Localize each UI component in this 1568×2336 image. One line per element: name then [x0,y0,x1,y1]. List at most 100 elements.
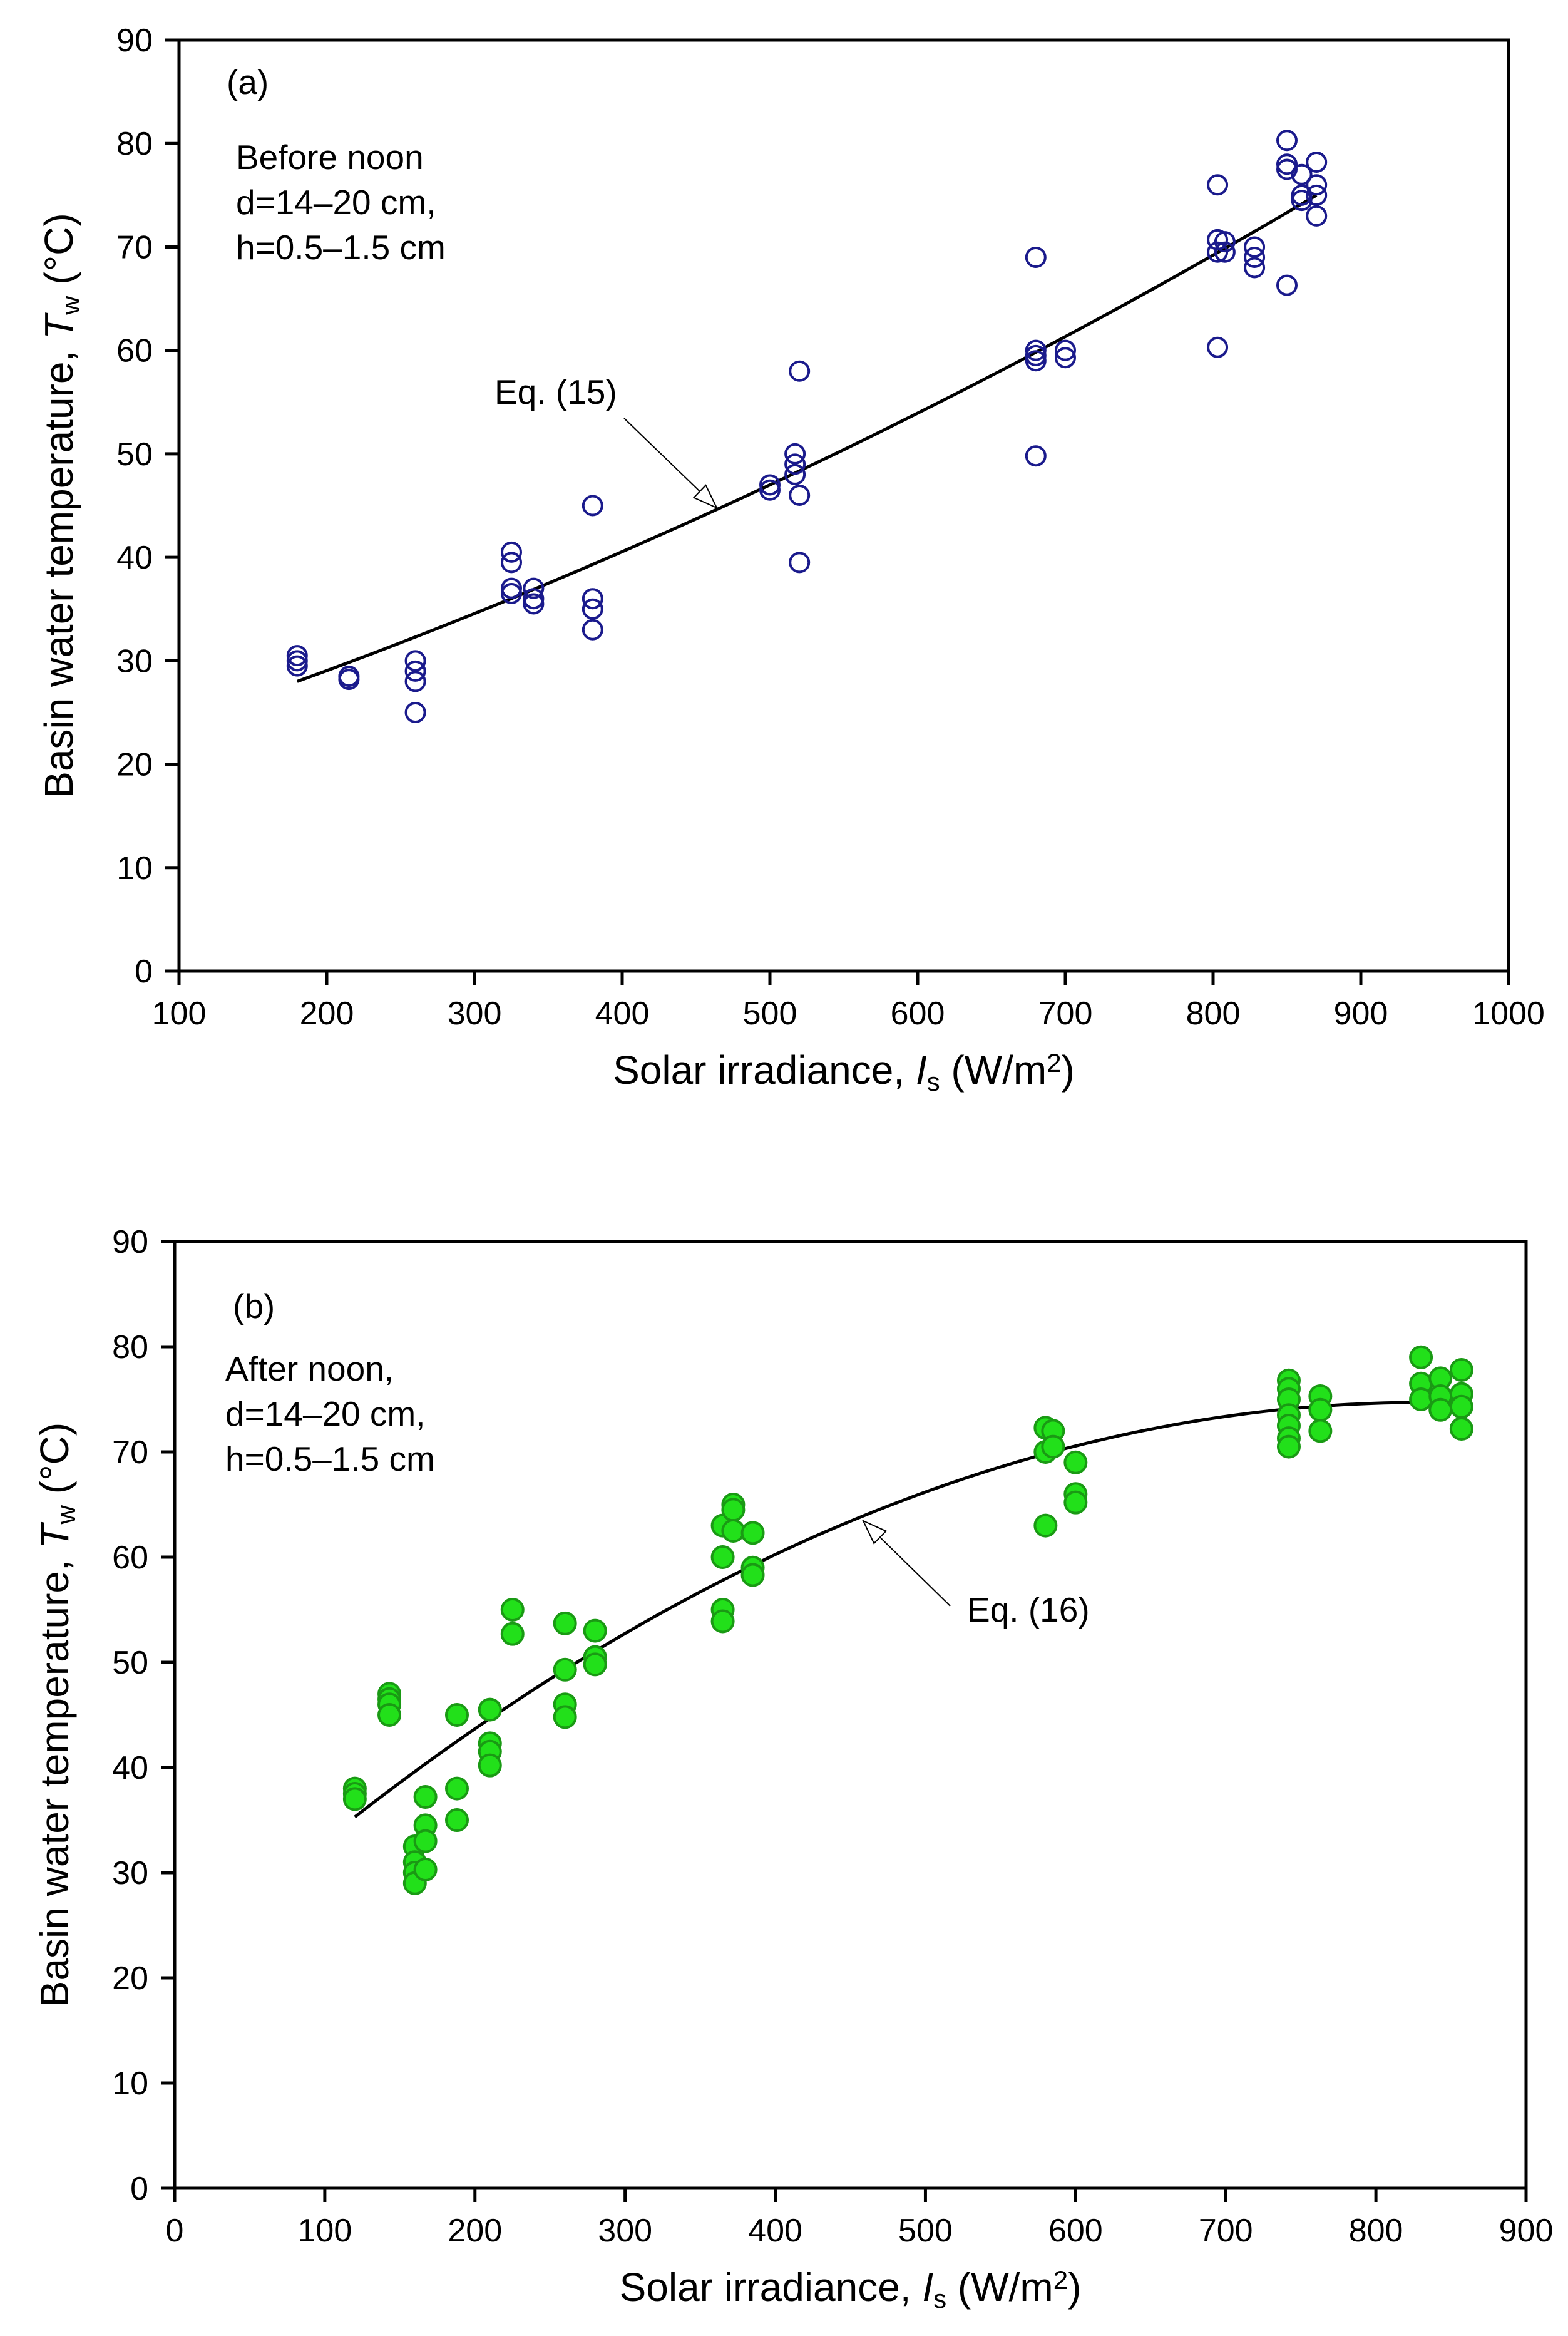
data-point [1306,184,1328,206]
data-point [1291,184,1313,206]
data-point [1207,336,1229,358]
y-axis-title: Basin water temperature, Tw (°C) [32,1423,81,2007]
y-tick-label: 20 [112,1960,148,1997]
data-point [1041,1434,1065,1459]
data-point [444,1703,469,1727]
x-tick-label: 200 [448,2213,502,2249]
data-point [338,669,360,691]
x-axis-title-part: I [922,2265,933,2310]
data-point [784,463,806,485]
data-point [478,1753,502,1778]
x-tick-label: 900 [1334,996,1388,1032]
data-point [789,360,811,382]
data-point [286,645,308,667]
data-point [1291,163,1313,185]
y-axis-title-part: (°C) [32,1423,77,1505]
chart-panel-b: 0 100 200 300 400 500 600 700 800 900 0 10 20 30 40 50 6… [32,1224,1553,2313]
x-axis-title: Solar irradiance, Is (W/m2) [613,1047,1075,1096]
data-point [523,593,545,615]
data-point [721,1519,746,1543]
data-point [1276,130,1298,152]
y-tick-label: 0 [135,954,153,990]
data-point [1207,174,1229,196]
data-point [582,495,603,517]
x-tick-label: 400 [595,996,650,1032]
data-point [1025,350,1047,372]
x-axis-title-part: (W/m [946,2265,1053,2310]
condition-annotation-line: Before noon [236,138,424,177]
data-point [582,619,603,641]
data-point [1025,445,1047,467]
data-point [583,1652,607,1677]
data-point [1055,339,1076,361]
panel-label: (b) [233,1287,275,1325]
data-point [1276,1434,1301,1459]
x-tick-label: 300 [448,996,502,1032]
data-point [404,650,426,672]
data-point [1276,274,1298,296]
chart-panel-a: 100 200 300 400 500 600 700 800 900 1000 0 10 20 30 40… [36,23,1545,1096]
x-axis-title-part: ) [1062,1047,1075,1093]
x-tick-label: 600 [1048,2213,1103,2249]
x-tick-label: 800 [1349,2213,1403,2249]
x-tick-label: 700 [1199,2213,1253,2249]
y-axis-title-part: Basin water temperature, [36,339,81,798]
x-axis-title-part: s [927,1067,940,1096]
data-point [553,1657,577,1682]
data-point [1055,347,1076,369]
data-point [553,1705,577,1729]
y-axis-title-part: T [32,1521,77,1548]
data-point [1244,257,1266,279]
fit-equation-label: Eq. (16) [967,1590,1090,1629]
y-tick-label: 30 [112,1855,148,1891]
y-tick-label: 10 [112,2066,148,2102]
data-point [1033,1513,1058,1538]
y-tick-label: 30 [116,643,153,679]
x-tick-label: 500 [898,2213,953,2249]
condition-annotation-line: d=14–20 cm, [236,183,436,222]
y-tick-label: 80 [112,1329,148,1366]
x-axis-title: Solar irradiance, Is (W/m2) [620,2265,1082,2313]
fit-curve [296,193,1318,683]
data-point [1306,205,1328,227]
x-axis-title-part: s [933,2284,946,2313]
x-tick-label: 100 [298,2213,352,2249]
data-point [1291,190,1313,212]
data-point [501,577,522,599]
x-axis-title-part: 2 [1047,1048,1061,1078]
data-point [1244,236,1266,258]
data-point [377,1703,402,1727]
data-point [784,453,806,475]
data-point [286,655,308,677]
data-point [740,1563,765,1587]
data-point [1449,1357,1473,1382]
data-point [413,1857,438,1881]
x-tick-label: 600 [891,996,945,1032]
data-point [1063,1450,1088,1474]
data-point [1449,1394,1473,1419]
data-point [1306,174,1328,196]
data-point [784,443,806,465]
x-axis-title-part: I [916,1047,927,1093]
x-tick-label: 500 [743,996,797,1032]
x-tick-label: 200 [300,996,354,1032]
data-point [523,577,545,599]
data-point [1025,246,1047,268]
y-axis-title-part: T [36,312,81,339]
data-point [500,1598,525,1622]
fit-curve [354,1401,1462,1818]
data-point [1409,1345,1433,1369]
data-point [1306,151,1328,173]
y-tick-label: 80 [116,126,153,162]
data-point [789,484,811,506]
panel-label: (a) [227,63,269,101]
x-tick-label: 1000 [1472,996,1545,1032]
condition-annotation-line: h=0.5–1.5 cm [225,1439,435,1478]
x-axis-title-part: Solar irradiance, [613,1047,916,1093]
y-axis-title-part: w [56,296,85,316]
y-tick-label: 20 [116,747,153,783]
data-point [1308,1397,1333,1422]
data-point [759,479,781,501]
data-point [582,588,603,610]
y-tick-label: 60 [116,333,153,369]
